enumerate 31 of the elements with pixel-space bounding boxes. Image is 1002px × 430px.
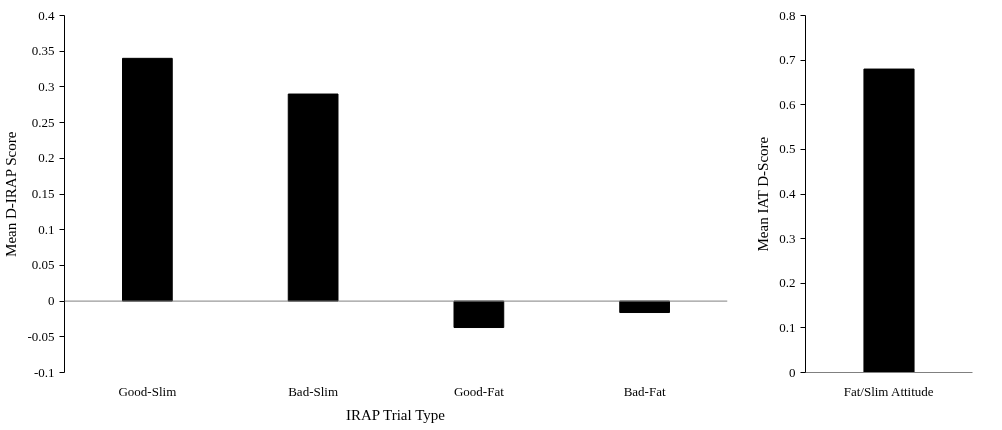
bar — [122, 57, 173, 302]
x-tick-label: Bad-Slim — [288, 383, 339, 399]
x-axis-title: IRAP Trial Type — [345, 406, 446, 423]
x-tick-label: Good-Slim — [118, 383, 177, 399]
y-tick-label: 0.5 — [779, 141, 796, 157]
y-tick-label: 0.2 — [779, 275, 796, 291]
y-tick-label: 0.7 — [779, 52, 796, 68]
y-tick-label: -0.05 — [27, 328, 55, 344]
bar — [287, 93, 339, 302]
y-axis-title: Mean D-IRAP Score — [3, 131, 20, 257]
y-tick-label: 0.4 — [779, 186, 796, 201]
y-tick-label: 0.15 — [31, 186, 55, 201]
bar — [453, 300, 505, 329]
y-tick-label: 0.1 — [779, 319, 796, 335]
y-tick-label: 0 — [48, 293, 55, 309]
y-tick-label: 0.6 — [779, 96, 796, 112]
y-tick-label: 0.4 — [38, 7, 55, 23]
y-tick-label: 0.05 — [31, 257, 55, 273]
y-tick-label: 0.1 — [38, 221, 55, 237]
y-tick-label: 0.3 — [38, 78, 55, 94]
y-tick-label: 0.8 — [779, 7, 796, 23]
y-tick-label: -0.1 — [33, 364, 55, 380]
y-tick-label: 0 — [789, 364, 796, 380]
y-tick-label: 0.3 — [779, 230, 796, 246]
y-tick-label: 0.35 — [31, 43, 55, 59]
y-tick-label: 0.25 — [31, 114, 55, 130]
x-tick-label: Good-Fat — [453, 383, 505, 399]
y-axis-title: Mean IAT D-Score — [755, 136, 772, 252]
x-tick-label: Fat/Slim Attitude — [843, 383, 934, 399]
x-tick-label: Bad-Fat — [623, 383, 666, 399]
y-tick-label: 0.2 — [38, 150, 55, 166]
